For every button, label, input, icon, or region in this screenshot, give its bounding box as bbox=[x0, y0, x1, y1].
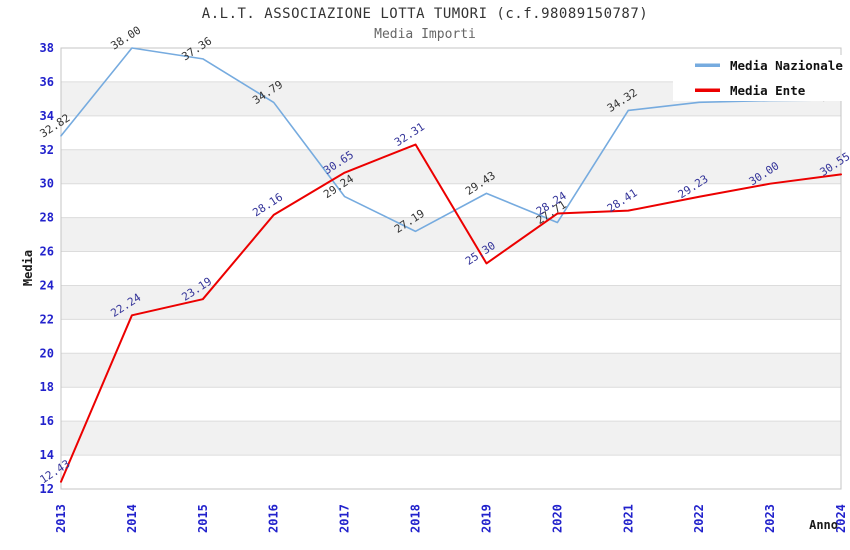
y-tick-label: 16 bbox=[40, 414, 54, 428]
x-tick-label: 2017 bbox=[338, 504, 352, 533]
chart-subtitle: Media Importi bbox=[374, 27, 476, 42]
legend-line-sample bbox=[695, 88, 720, 92]
y-tick-label: 18 bbox=[40, 380, 54, 394]
grid-band bbox=[61, 217, 841, 252]
x-tick-label: 2018 bbox=[409, 504, 423, 533]
y-tick-label: 24 bbox=[40, 278, 54, 292]
x-tick-label: 2013 bbox=[54, 504, 68, 533]
y-axis-title: Media bbox=[21, 250, 35, 286]
series-line-media-nazionale bbox=[60, 47, 842, 233]
plot-border bbox=[60, 47, 842, 490]
legend-line-sample bbox=[695, 63, 720, 67]
x-tick-label: 2020 bbox=[550, 504, 564, 533]
y-tick-label: 12 bbox=[40, 482, 54, 496]
legend-label: Media Ente bbox=[730, 83, 806, 98]
data-point-label: 32.31 bbox=[392, 120, 427, 149]
y-tick-label: 28 bbox=[40, 211, 54, 225]
x-tick-label: 2024 bbox=[834, 504, 848, 533]
y-tick-label: 34 bbox=[40, 109, 54, 123]
y-tick-label: 14 bbox=[40, 448, 54, 462]
x-axis-title: Anno bbox=[809, 518, 838, 532]
y-tick-label: 30 bbox=[40, 177, 54, 191]
y-tick-label: 26 bbox=[40, 245, 54, 259]
grid-band bbox=[61, 149, 841, 184]
grid-band bbox=[61, 421, 841, 456]
x-tick-label: 2021 bbox=[621, 504, 635, 533]
y-tick-label: 32 bbox=[40, 143, 54, 157]
data-point-label: 28.16 bbox=[250, 190, 285, 219]
x-tick-label: 2022 bbox=[692, 504, 706, 533]
y-tick-label: 20 bbox=[40, 346, 54, 360]
x-tick-label: 2019 bbox=[479, 504, 493, 533]
x-tick-label: 2023 bbox=[763, 504, 777, 533]
y-tick-label: 36 bbox=[40, 75, 54, 89]
legend-box bbox=[673, 55, 850, 101]
series-line-media-ente bbox=[60, 143, 842, 483]
x-tick-label: 2015 bbox=[196, 504, 210, 533]
y-tick-label: 22 bbox=[40, 312, 54, 326]
grid-band bbox=[61, 285, 841, 320]
y-tick-label: 38 bbox=[40, 41, 54, 55]
chart-title: A.L.T. ASSOCIAZIONE LOTTA TUMORI (c.f.98… bbox=[201, 6, 649, 22]
x-tick-label: 2014 bbox=[125, 504, 139, 533]
x-tick-label: 2016 bbox=[267, 504, 281, 533]
legend-label: Media Nazionale bbox=[730, 58, 843, 73]
grid-band bbox=[61, 353, 841, 388]
data-point-label: 37.36 bbox=[179, 34, 214, 63]
